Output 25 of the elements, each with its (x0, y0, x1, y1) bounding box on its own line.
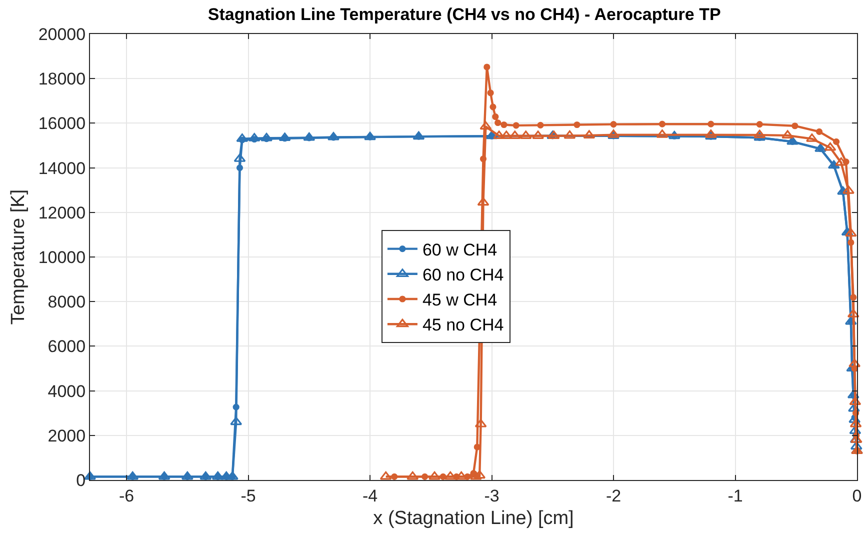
chart-title: Stagnation Line Temperature (CH4 vs no CH4) - Aerocapture TP (208, 5, 721, 24)
x-tick-label: -3 (484, 486, 500, 506)
y-tick-label: 0 (76, 470, 86, 490)
y-tick-label: 6000 (48, 337, 86, 356)
legend-label: 60 no CH4 (422, 266, 504, 285)
y-axis-title: Temperature [K] (8, 189, 30, 325)
legend-label: 45 no CH4 (422, 316, 504, 335)
y-tick-label: 14000 (38, 158, 86, 178)
x-tick-label: 0 (852, 486, 862, 506)
y-tick-label: 12000 (38, 203, 86, 222)
x-tick-label: -1 (728, 486, 743, 506)
x-tick-label: -6 (118, 486, 134, 506)
y-tick-label: 16000 (38, 114, 86, 134)
y-tick-label: 4000 (48, 382, 86, 401)
y-tick-label: 8000 (48, 292, 86, 312)
x-tick-label: -5 (240, 486, 256, 506)
y-tick-label: 2000 (48, 426, 86, 446)
x-tick-label: -4 (362, 486, 378, 506)
y-tick-label: 18000 (38, 70, 86, 89)
legend-label: 60 w CH4 (422, 240, 498, 260)
x-axis-title: x (Stagnation Line) [cm] (373, 508, 574, 530)
y-tick-label: 20000 (38, 24, 86, 44)
x-tick-label: -2 (606, 486, 622, 506)
y-tick-label: 10000 (38, 248, 86, 267)
legend-label: 45 w CH4 (422, 290, 498, 310)
